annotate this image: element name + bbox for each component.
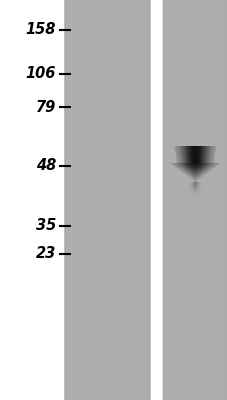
Text: 23: 23 [35,246,56,262]
Text: 35: 35 [35,218,56,234]
Text: 106: 106 [25,66,56,82]
Text: 48: 48 [35,158,56,174]
Text: 158: 158 [25,22,56,38]
Text: 79: 79 [35,100,56,115]
